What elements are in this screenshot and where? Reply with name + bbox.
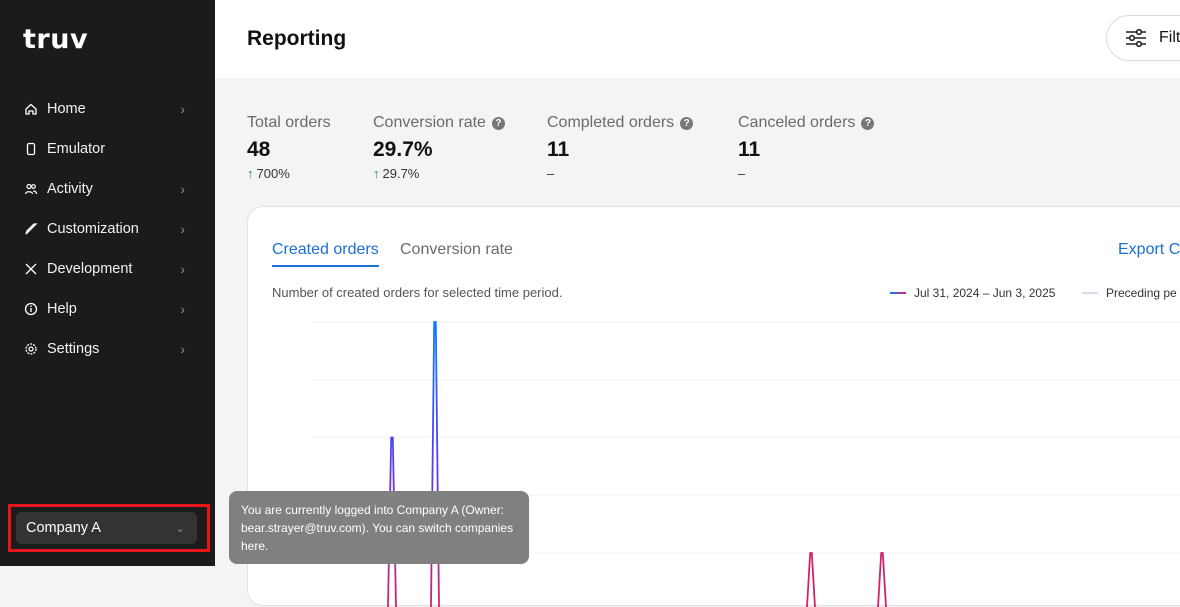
filter-button[interactable]: Filt (1106, 15, 1180, 61)
stat-change: ↑700% (247, 166, 331, 181)
chevron-right-icon: › (180, 101, 185, 117)
users-icon (24, 182, 38, 196)
page-title: Reporting (247, 27, 346, 51)
sidebar-item-label: Development (47, 261, 132, 277)
sidebar-item-help[interactable]: Help › (0, 289, 215, 329)
home-icon (24, 102, 38, 116)
stat-label: Total orders (247, 114, 331, 132)
stat-value: 29.7% (373, 138, 505, 162)
sidebar-item-label: Customization (47, 221, 139, 237)
data-spike (807, 553, 815, 607)
stat-change: – (547, 166, 693, 181)
stat-change-value: 700% (257, 166, 290, 181)
company-tooltip: You are currently logged into Company A … (229, 491, 529, 564)
stat-value: 11 (547, 138, 693, 162)
chevron-right-icon: › (180, 221, 185, 237)
sidebar-item-label: Settings (47, 341, 99, 357)
filter-label: Filt (1159, 29, 1180, 47)
stat-change-value: – (547, 166, 554, 181)
help-icon[interactable]: ? (680, 117, 693, 130)
tools-icon (24, 262, 38, 276)
gear-icon (24, 342, 38, 356)
data-spike (431, 322, 439, 607)
help-icon[interactable]: ? (492, 117, 505, 130)
stat-label: Canceled orders (738, 114, 855, 132)
sidebar-item-home[interactable]: Home › (0, 89, 215, 129)
sidebar-item-customization[interactable]: Customization › (0, 209, 215, 249)
stat-completed-orders: Completed orders? 11 – (547, 114, 693, 181)
stat-change: ↑29.7% (373, 166, 505, 181)
data-spike (878, 553, 886, 607)
chevron-right-icon: › (180, 341, 185, 357)
stat-change-value: 29.7% (383, 166, 420, 181)
chevron-down-icon: ⌄ (176, 522, 185, 535)
sidebar-item-emulator[interactable]: Emulator (0, 129, 215, 169)
chevron-right-icon: › (180, 301, 185, 317)
header: Reporting Filt (215, 0, 1180, 78)
sidebar-item-label: Activity (47, 181, 93, 197)
sidebar-item-label: Help (47, 301, 77, 317)
company-switcher[interactable]: Company A ⌄ (16, 512, 197, 544)
stat-change-value: – (738, 166, 745, 181)
sliders-icon (1125, 28, 1147, 48)
stat-value: 48 (247, 138, 331, 162)
help-icon[interactable]: ? (861, 117, 874, 130)
company-switcher-highlight: Company A ⌄ (8, 504, 210, 552)
truv-logo[interactable]: truv (23, 24, 88, 55)
stat-change: – (738, 166, 874, 181)
stat-label: Conversion rate (373, 114, 486, 132)
sidebar-item-settings[interactable]: Settings › (0, 329, 215, 369)
stat-conversion-rate: Conversion rate?29.7%↑29.7% (373, 114, 505, 181)
brush-icon (24, 222, 38, 236)
sidebar-item-label: Home (47, 101, 86, 117)
stat-value: 11 (738, 138, 874, 162)
chevron-right-icon: › (180, 181, 185, 197)
chevron-right-icon: › (180, 261, 185, 277)
sidebar-item-label: Emulator (47, 141, 105, 157)
info-icon (24, 302, 38, 316)
phone-icon (24, 142, 38, 156)
stat-label: Completed orders (547, 114, 674, 132)
stat-total-orders: Total orders 48 ↑700% (247, 114, 331, 181)
arrow-up-icon: ↑ (373, 166, 380, 181)
arrow-up-icon: ↑ (247, 166, 254, 181)
stat-canceled-orders: Canceled orders? 11 – (738, 114, 874, 181)
sidebar-item-development[interactable]: Development › (0, 249, 215, 289)
sidebar-item-activity[interactable]: Activity › (0, 169, 215, 209)
company-name: Company A (26, 520, 101, 536)
